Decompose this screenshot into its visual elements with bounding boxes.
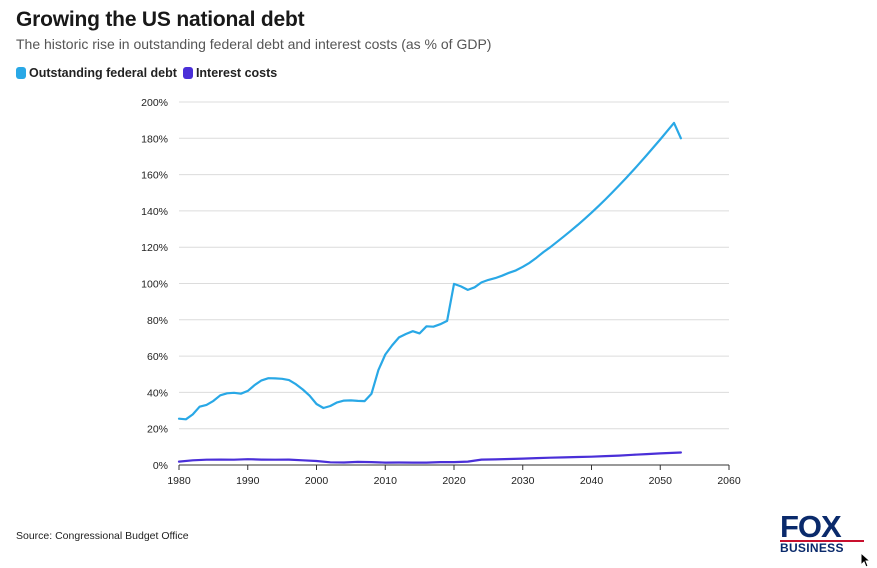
- logo-business-text: BUSINESS: [780, 541, 844, 555]
- source-note: Source: Congressional Budget Office: [16, 530, 189, 542]
- x-tick-label: 2040: [580, 475, 604, 487]
- x-tick-label: 2050: [649, 475, 673, 487]
- x-tick-label: 2060: [717, 475, 741, 487]
- series-line-outstanding-federal-debt: [177, 121, 682, 421]
- logo-fox-text: FOX: [780, 509, 842, 544]
- legend-label-interest: Interest costs: [195, 66, 278, 80]
- legend-item-interest[interactable]: Interest costs: [182, 66, 278, 80]
- logo-divider: [780, 540, 864, 542]
- fox-business-logo[interactable]: FOX BUSINESS: [780, 509, 864, 558]
- y-tick-label: 80%: [147, 315, 168, 327]
- y-tick-label: 100%: [141, 279, 168, 291]
- y-tick-label: 0%: [153, 460, 168, 472]
- y-tick-label: 180%: [141, 133, 168, 145]
- y-tick-label: 60%: [147, 351, 168, 363]
- y-tick-label: 160%: [141, 170, 168, 182]
- legend-label-debt: Outstanding federal debt: [29, 66, 177, 80]
- legend-item-debt[interactable]: Outstanding federal debt: [16, 66, 177, 80]
- x-tick-label: 1980: [167, 475, 191, 487]
- legend: Outstanding federal debt Interest costs: [16, 66, 279, 80]
- series-line-interest-costs: [177, 451, 682, 464]
- y-tick-label: 200%: [141, 97, 168, 109]
- legend-swatch-debt: [16, 67, 26, 79]
- x-tick-label: 2000: [305, 475, 329, 487]
- x-tick-label: 2020: [442, 475, 466, 487]
- y-tick-label: 20%: [147, 424, 168, 436]
- legend-swatch-interest: [182, 67, 193, 79]
- y-tick-label: 140%: [141, 206, 168, 218]
- y-tick-label: 120%: [141, 242, 168, 254]
- chart-subtitle: The historic rise in outstanding federal…: [16, 36, 492, 52]
- chart-title: Growing the US national debt: [16, 8, 305, 31]
- x-tick-label: 2030: [511, 475, 535, 487]
- y-tick-label: 40%: [147, 387, 168, 399]
- x-tick-label: 2010: [374, 475, 398, 487]
- x-tick-label: 1990: [236, 475, 260, 487]
